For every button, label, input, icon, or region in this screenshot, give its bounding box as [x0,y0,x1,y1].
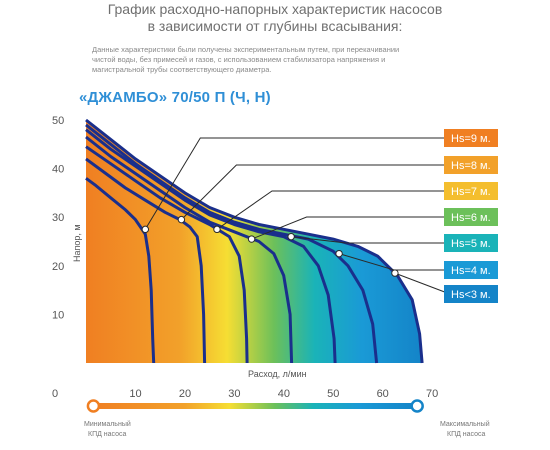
min-efficiency-label-1: Минимальный [84,420,131,428]
legend-label-6: Hs<3 м. [451,289,491,301]
leader-line-4 [291,236,444,244]
x-axis-label: Расход, л/мин [248,369,307,379]
legend-box-5 [444,261,498,279]
y-tick-label-2: 30 [52,212,64,224]
min-efficiency-dot [86,399,101,413]
min-efficiency-label-2: КПД насоса [88,431,127,438]
description-line1: Данные характеристики были получены эксп… [92,45,400,54]
origin-label: 0 [52,388,58,400]
series-curve-5 [85,123,379,364]
legend-box-3 [444,208,498,226]
series-marker-0 [141,225,150,234]
leader-line-1 [181,164,444,220]
series-marker-4 [287,232,295,241]
series-marker-2 [213,225,221,234]
max-efficiency-label-1: Максимальный [440,420,490,428]
legend-box-4 [444,234,498,252]
chart-title-line2: в зависимости от глубины всасывания: [147,18,403,34]
legend-label-4: Hs=5 м. [451,238,491,250]
model-title: «ДЖАМБО» 70/50 П (Ч, Н) [79,89,271,106]
x-tick-label-0: 10 [129,388,141,400]
legend-box-1 [444,156,498,174]
legend-label-3: Hs=6 м. [451,212,491,224]
leader-line-0 [144,137,444,230]
chart-title-line1: График расходно-напорных характеристик н… [107,1,443,17]
legend-label-5: Hs=4 м. [451,265,491,277]
series-marker-6 [391,269,399,277]
series-curve-2 [85,145,249,364]
y-tick-label-0: 10 [52,309,64,321]
y-tick-label-4: 50 [52,115,64,127]
max-efficiency-dot [410,399,424,413]
leader-line-3 [251,216,444,240]
x-tick-label-1: 20 [179,388,191,400]
series-marker-3 [247,235,256,243]
legend-box-0 [444,129,498,147]
legend-label-2: Hs=7 м. [451,186,491,198]
series-curve-0 [85,177,156,364]
y-tick-label-3: 40 [52,164,64,176]
max-efficiency-label-2: КПД насоса [447,431,486,438]
series-curve-4 [85,128,337,364]
leader-line-2 [216,190,444,230]
series-marker-5 [335,249,343,258]
series-curve-6 [85,118,424,364]
x-tick-label-2: 30 [228,388,240,400]
description-line3: магистральной трубы соответствующего диа… [92,65,272,74]
legend-label-0: Hs=9 м. [451,133,491,145]
x-tick-label-3: 40 [278,388,290,400]
description-line2: чистой воды, без примесей и газов, с исп… [92,55,386,64]
series-curve-3 [85,135,294,364]
y-axis-label: Напор, м [72,224,82,262]
x-tick-label-4: 50 [327,388,339,400]
legend-box-6 [444,285,498,303]
series-marker-1 [177,215,186,224]
y-tick-label-1: 20 [52,261,64,273]
x-tick-label-5: 60 [377,388,389,400]
efficiency-bar [93,403,418,409]
x-tick-label-6: 70 [426,388,438,400]
legend-label-1: Hs=8 м. [451,160,491,172]
legend-box-2 [444,182,498,200]
